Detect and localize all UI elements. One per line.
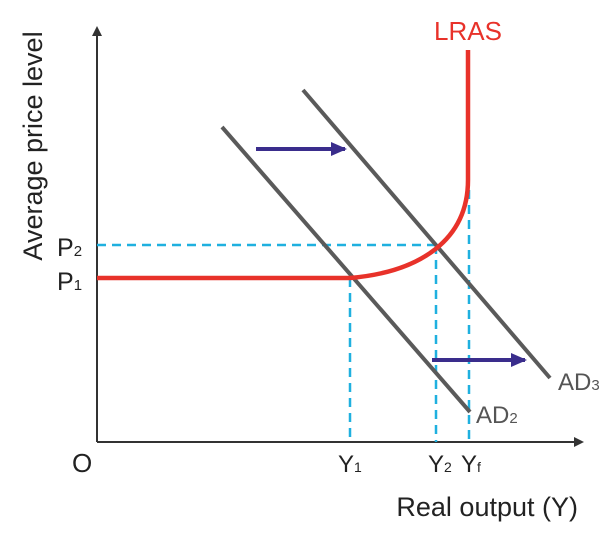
origin-label: O xyxy=(72,448,92,478)
p1-label: P1 xyxy=(57,268,82,296)
lras-label: LRAS xyxy=(434,16,502,46)
guide-lines xyxy=(97,190,471,442)
ad3-label: AD3 xyxy=(558,369,600,396)
lras-curve xyxy=(97,50,471,281)
yf-label: Yf xyxy=(461,451,481,478)
y-axis-label: Average price level xyxy=(18,31,48,260)
y1-label: Y1 xyxy=(338,451,362,478)
p2-label: P2 xyxy=(57,234,82,262)
ad2-curve xyxy=(220,125,472,414)
x-axis-label: Real output (Y) xyxy=(396,492,578,522)
ad3-curve xyxy=(301,88,552,380)
ad2-label: AD2 xyxy=(476,402,518,429)
y2-label: Y2 xyxy=(428,451,452,478)
